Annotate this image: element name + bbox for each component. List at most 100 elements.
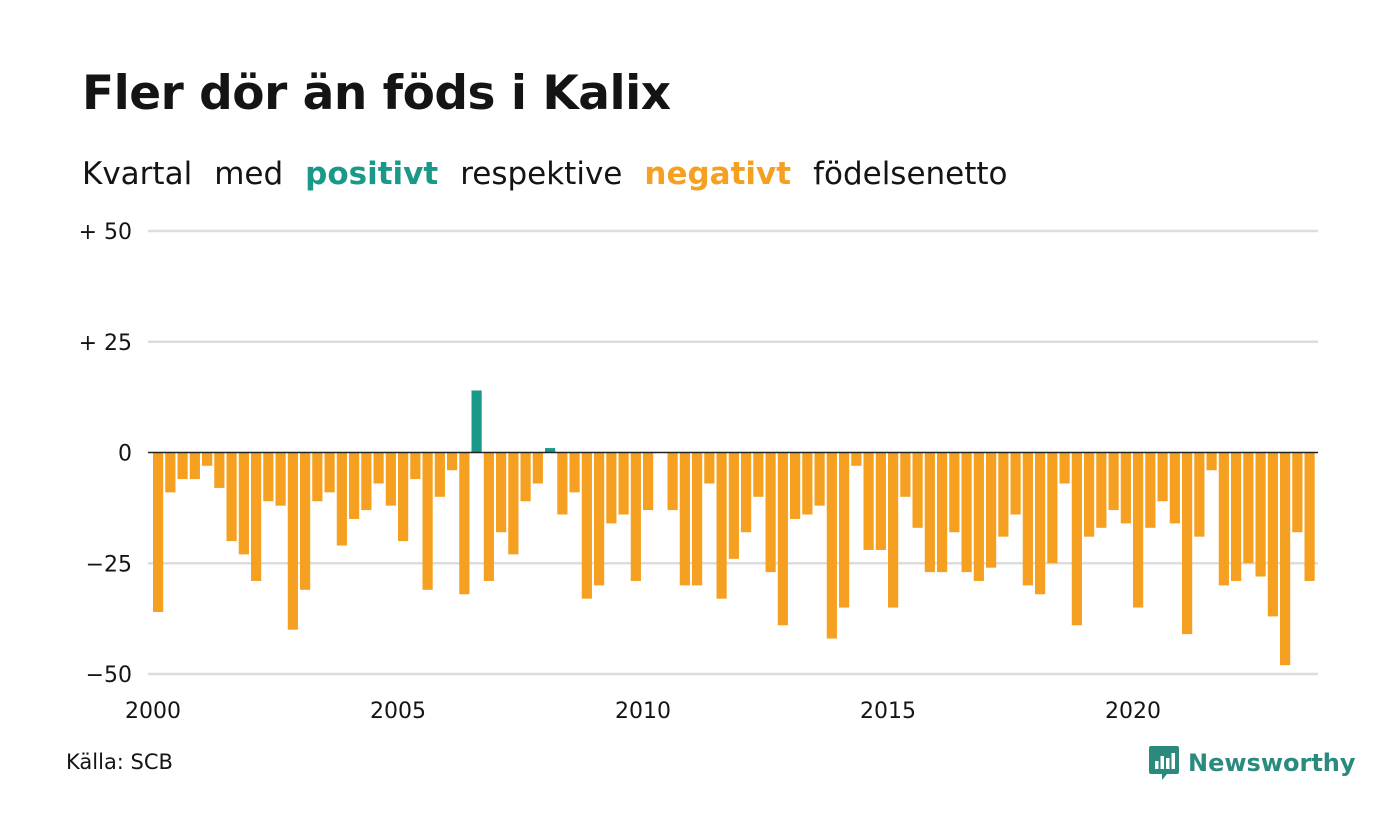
x-tick-label: 2000 — [125, 699, 181, 724]
bar-negative — [312, 452, 323, 502]
x-tick-label: 2015 — [860, 699, 916, 724]
bar-negative — [851, 452, 862, 466]
y-tick-label: −25 — [86, 552, 132, 577]
bar-negative — [251, 452, 262, 581]
bar-negative — [924, 452, 935, 573]
bar-negative — [324, 452, 335, 493]
bar-negative — [1096, 452, 1107, 528]
bar-negative — [1218, 452, 1229, 586]
bar-negative — [679, 452, 690, 586]
bar-negative — [569, 452, 580, 493]
bar-negative — [1304, 452, 1315, 581]
bars — [153, 390, 1315, 666]
bar-negative — [1108, 452, 1119, 511]
bar-negative — [802, 452, 813, 515]
bar-negative — [153, 452, 164, 612]
y-axis-ticks: + 50 + 25 0 −25 −50 — [79, 220, 132, 688]
bar-negative — [1010, 452, 1021, 515]
bar-positive — [545, 448, 556, 453]
bar-negative — [508, 452, 519, 555]
bar-negative — [875, 452, 886, 550]
bar-negative — [532, 452, 543, 484]
x-tick-label: 2020 — [1105, 699, 1161, 724]
bar-negative — [1071, 452, 1082, 626]
bar-negative — [643, 452, 654, 511]
bar-negative — [777, 452, 788, 626]
bar-negative — [202, 452, 213, 466]
bar-negative — [189, 452, 200, 480]
bar-negative — [226, 452, 237, 542]
brand-logo[interactable]: Newsworthy — [1148, 744, 1356, 782]
bar-negative — [1059, 452, 1070, 484]
bar-negative — [1022, 452, 1033, 586]
bar-negative — [826, 452, 837, 639]
bar-negative — [790, 452, 801, 519]
x-axis-ticks: 2000 2005 2010 2015 2020 — [125, 699, 1161, 724]
bar-negative — [1084, 452, 1095, 537]
bar-negative — [300, 452, 311, 590]
bar-negative — [238, 452, 249, 555]
bar-negative — [814, 452, 825, 506]
bar-negative — [361, 452, 372, 511]
bar-negative — [1169, 452, 1180, 524]
bar-negative — [177, 452, 188, 480]
y-tick-label: −50 — [86, 663, 132, 688]
bar-negative — [349, 452, 360, 519]
x-tick-label: 2005 — [370, 699, 426, 724]
bar-negative — [373, 452, 384, 484]
bar-negative — [949, 452, 960, 533]
bar-negative — [888, 452, 899, 608]
bar-negative — [1292, 452, 1303, 533]
bar-negative — [765, 452, 776, 573]
bar-negative — [496, 452, 507, 533]
bar-negative — [263, 452, 274, 502]
chart-subtitle: Kvartal med positivt respektive negativt föde… — [82, 156, 1030, 192]
bar-negative — [1243, 452, 1254, 564]
bar-negative — [165, 452, 176, 493]
subtitle-positive-label: positivt — [305, 156, 439, 192]
subtitle-part-med: med — [214, 156, 284, 192]
bar-negative — [630, 452, 641, 581]
bar-negative — [606, 452, 617, 524]
gridlines — [148, 229, 1318, 676]
bar-negative — [1157, 452, 1168, 502]
bar-chart: + 50 + 25 0 −25 −50 2000 2005 2010 2015 2020 — [79, 220, 1318, 724]
bar-negative — [986, 452, 997, 568]
newsworthy-logo-icon — [1149, 746, 1179, 780]
bar-negative — [912, 452, 923, 528]
bar-negative — [753, 452, 764, 497]
bar-negative — [520, 452, 531, 502]
bar-negative — [863, 452, 874, 550]
bar-negative — [275, 452, 286, 506]
brand-name: Newsworthy — [1188, 749, 1356, 777]
bar-negative — [1182, 452, 1193, 635]
bar-negative — [385, 452, 396, 506]
subtitle-negative-label: negativt — [644, 156, 792, 192]
bar-negative — [704, 452, 715, 484]
y-tick-label: + 25 — [79, 331, 132, 356]
bar-negative — [998, 452, 1009, 537]
bar-negative — [422, 452, 433, 590]
subtitle-part-kvartal: Kvartal — [82, 156, 193, 192]
bar-negative — [447, 452, 458, 471]
bar-negative — [667, 452, 678, 511]
bar-negative — [728, 452, 739, 559]
bar-negative — [1231, 452, 1242, 581]
bar-negative — [692, 452, 703, 586]
bar-negative — [1194, 452, 1205, 537]
bar-negative — [900, 452, 911, 497]
bar-negative — [839, 452, 850, 608]
bar-negative — [1047, 452, 1058, 564]
bar-negative — [1280, 452, 1291, 666]
bar-negative — [973, 452, 984, 581]
bar-negative — [618, 452, 629, 515]
bar-negative — [1255, 452, 1266, 577]
source-note: Källa: SCB — [66, 750, 173, 774]
bar-negative — [594, 452, 605, 586]
bar-negative — [398, 452, 409, 542]
bar-negative — [1267, 452, 1278, 617]
bar-negative — [937, 452, 948, 573]
bar-negative — [961, 452, 972, 573]
bar-negative — [434, 452, 445, 497]
bar-negative — [1206, 452, 1217, 471]
